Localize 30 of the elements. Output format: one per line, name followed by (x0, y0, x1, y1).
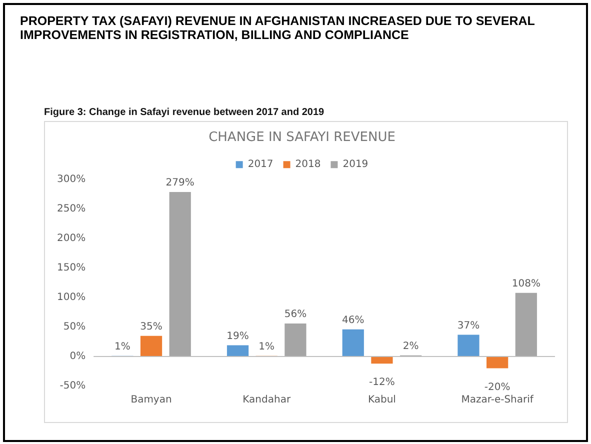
data-label: -12% (369, 377, 395, 388)
data-label: 37% (457, 320, 480, 332)
x-tick-label: Mazar-e-Sharif (461, 394, 534, 406)
y-tick-label: 150% (56, 262, 86, 274)
caption: Figure 3: Change in Safayi revenue between 2017 and 2019 (44, 107, 326, 118)
data-label: 2% (402, 340, 419, 352)
data-label: 279% (166, 178, 194, 189)
y-tick-label: 0% (70, 351, 86, 362)
legend-label: 2017 (248, 159, 274, 170)
y-tick-label: 300% (56, 174, 86, 186)
data-label: 46% (342, 314, 364, 326)
data-label: 1% (258, 342, 275, 353)
data-label: 108% (512, 278, 540, 290)
x-tick-label: Kandahar (242, 394, 292, 406)
chart-title: PROPERTY TAX (SAFAYI) REVENUE IN AFGHANISTAN INCREASED DUE TO SEVERAL IMPROVEMENTS IN REGISTRATION, BILLING AND COMPLIANCE (20, 14, 536, 42)
data-label: 56% (284, 309, 307, 320)
chart-subtitle: CHANGE IN SAFAYI REVENUE (208, 130, 396, 146)
y-tick-label: 250% (56, 204, 86, 215)
y-tick-label: 50% (63, 322, 86, 333)
legend-label: 2019 (342, 159, 368, 170)
y-tick-label: 100% (56, 292, 86, 304)
data-label: 35% (140, 321, 162, 332)
x-tick-label: Kabul (368, 394, 396, 406)
legend-label: 2018 (295, 159, 321, 170)
data-label: -20% (484, 382, 510, 393)
y-tick-label: -50% (60, 380, 86, 392)
data-label: 1% (114, 342, 130, 353)
x-tick-label: Bamyan (130, 394, 172, 406)
y-tick-label: 200% (56, 233, 86, 244)
data-label: 19% (226, 330, 249, 342)
